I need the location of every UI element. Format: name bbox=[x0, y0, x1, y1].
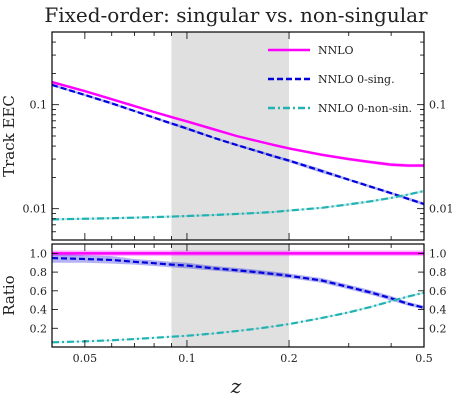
ratio-ytick-label-left: 0.4 bbox=[30, 304, 48, 317]
legend-label-1: NNLO 0-sing. bbox=[318, 73, 395, 86]
main-lines bbox=[52, 80, 424, 221]
x-tick-label: 0.5 bbox=[415, 352, 433, 365]
legend-label-0: NNLO bbox=[318, 44, 354, 57]
y-axis-label-main: Track EEC bbox=[0, 95, 18, 177]
ratio-ytick-label-right: 0.6 bbox=[429, 285, 447, 298]
main-series-line-2 bbox=[52, 189, 424, 221]
main-ytick-label-left: 0.01 bbox=[23, 203, 48, 216]
ratio-ticks: 0.05 0.1 0.2 0.5 0.2 0.2 0.4 0.4 0.6 0.6 0.8 0.8 1.0… bbox=[30, 32, 447, 365]
main-panel-shade bbox=[171, 32, 290, 240]
legend: NNLO NNLO 0-sing. NNLO 0-non-sin. bbox=[268, 44, 412, 115]
ratio-lines bbox=[52, 252, 424, 344]
main-series-line-1 bbox=[52, 83, 424, 206]
ratio-panel-frame bbox=[51, 243, 425, 348]
main-panel: 0.01 0.01 0.1 0.1 Track EEC NNLO NNLO 0-sing… bbox=[0, 31, 454, 241]
ratio-ytick-label-right: 0.2 bbox=[429, 322, 447, 335]
main-ytick-label-right: 0.1 bbox=[429, 99, 447, 112]
ratio-ytick-label-left: 1.0 bbox=[30, 247, 48, 260]
ratio-panel: 0.05 0.1 0.2 0.5 0.2 0.2 0.4 0.4 0.6 0.6 0.8 0.8 1.0… bbox=[0, 32, 447, 365]
main-ytick-label-left: 0.1 bbox=[30, 99, 48, 112]
main-series-line-0 bbox=[52, 80, 424, 167]
ratio-series-line-1 bbox=[52, 256, 424, 309]
ratio-ytick-label-left: 0.6 bbox=[30, 285, 48, 298]
x-tick-label: 0.2 bbox=[280, 352, 298, 365]
x-tick-label: 0.05 bbox=[73, 352, 98, 365]
ratio-panel-shade bbox=[171, 244, 290, 347]
y-axis-label-ratio: Ratio bbox=[0, 275, 18, 315]
ratio-ytick-label-right: 1.0 bbox=[429, 247, 447, 260]
x-tick-label: 0.1 bbox=[178, 352, 196, 365]
legend-label-2: NNLO 0-non-sin. bbox=[318, 102, 412, 115]
ratio-ytick-label-left: 0.8 bbox=[30, 266, 48, 279]
main-ticks: 0.01 0.01 0.1 0.1 bbox=[23, 31, 454, 241]
main-ytick-label-right: 0.01 bbox=[429, 203, 454, 216]
ratio-ytick-label-left: 0.2 bbox=[30, 322, 48, 335]
ratio-series-line-2 bbox=[52, 291, 424, 344]
chart-title: Fixed-order: singular vs. non-singular bbox=[44, 3, 428, 27]
ratio-ytick-label-right: 0.8 bbox=[429, 266, 447, 279]
main-band-1 bbox=[52, 83, 424, 206]
ratio-ytick-label-right: 0.4 bbox=[429, 304, 447, 317]
x-axis-label: z bbox=[230, 374, 242, 398]
